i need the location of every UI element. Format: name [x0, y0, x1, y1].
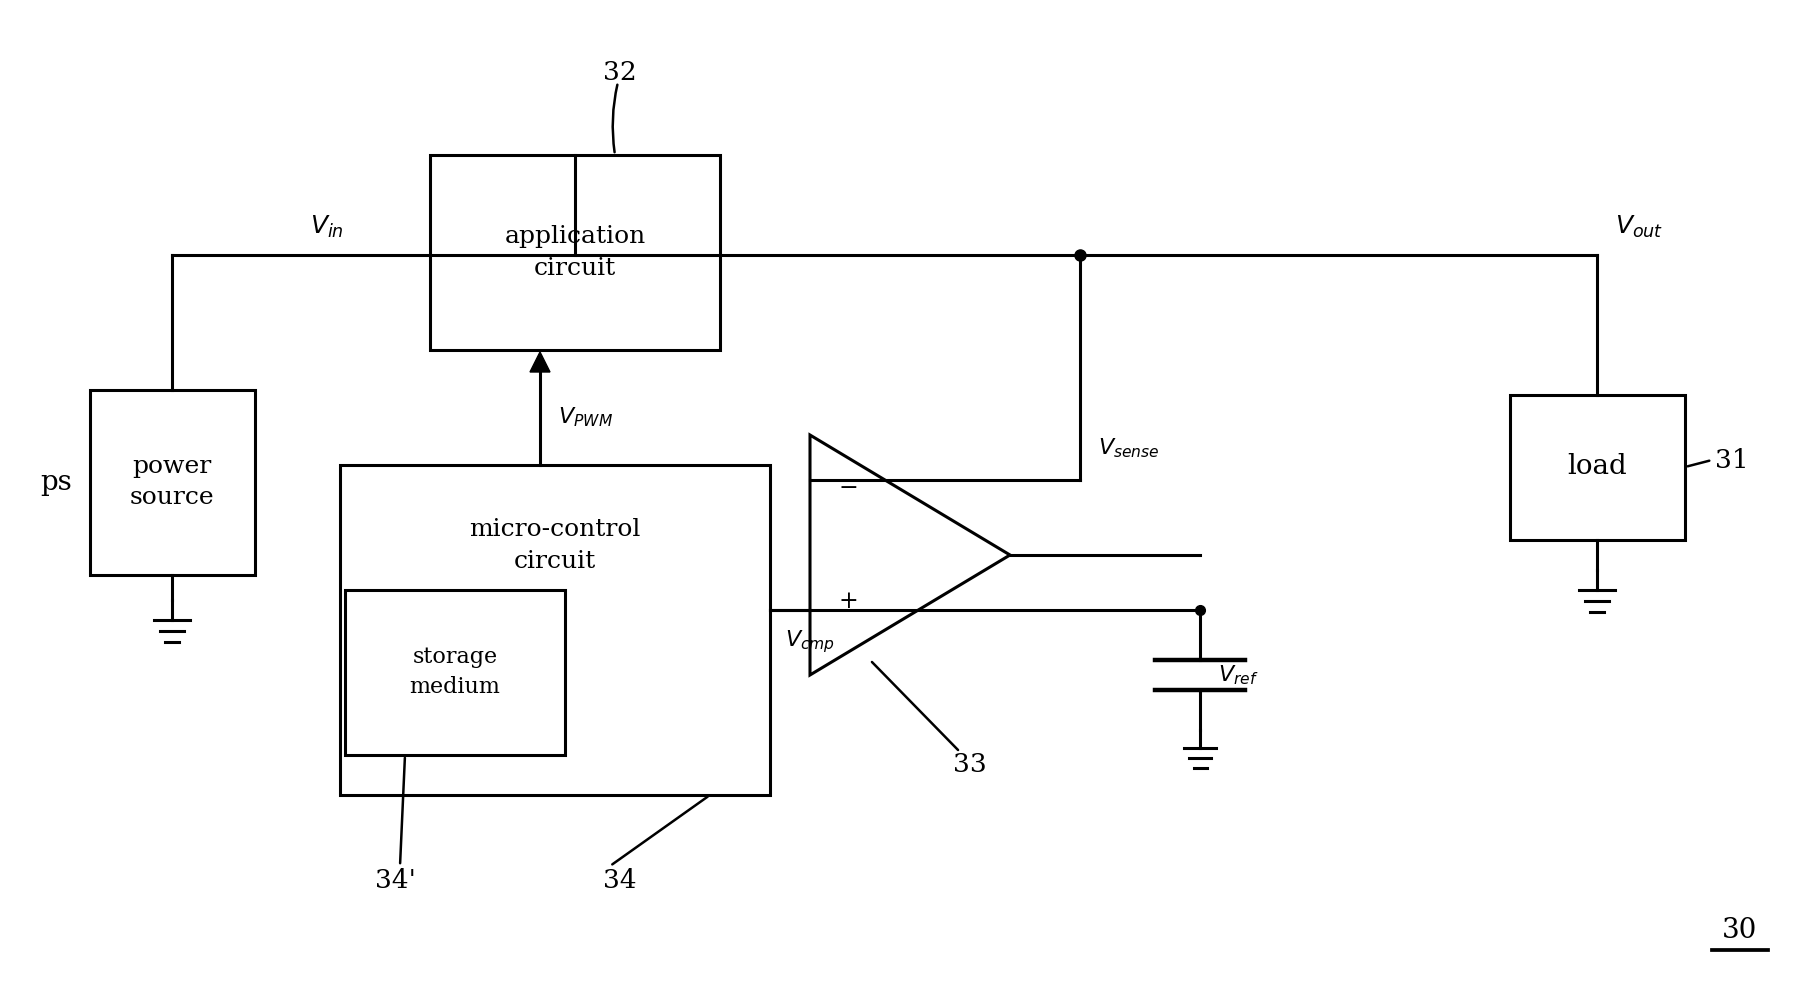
- Bar: [345, 590, 564, 755]
- Polygon shape: [530, 352, 550, 372]
- Text: 30: 30: [1721, 917, 1758, 944]
- Bar: [1509, 395, 1685, 540]
- Text: +: +: [838, 590, 858, 613]
- Text: 33: 33: [952, 753, 987, 778]
- Text: 32: 32: [602, 59, 637, 84]
- Text: power
source: power source: [129, 455, 214, 509]
- Polygon shape: [811, 435, 1010, 675]
- Text: micro-control
circuit: micro-control circuit: [470, 517, 640, 572]
- Text: ps: ps: [40, 469, 73, 496]
- Text: $V_{sense}$: $V_{sense}$: [1097, 437, 1159, 460]
- Text: −: −: [838, 477, 858, 500]
- Text: 34: 34: [604, 868, 637, 893]
- Text: storage
medium: storage medium: [410, 645, 501, 698]
- Text: $V_{PWM}$: $V_{PWM}$: [559, 405, 613, 429]
- Text: $V_{ref}$: $V_{ref}$: [1217, 663, 1259, 686]
- Text: $V_{cmp}$: $V_{cmp}$: [785, 628, 834, 654]
- Text: $V_{in}$: $V_{in}$: [310, 213, 345, 240]
- Text: 31: 31: [1714, 448, 1749, 473]
- Bar: [430, 155, 720, 350]
- Text: application
circuit: application circuit: [504, 224, 646, 280]
- Text: load: load: [1567, 454, 1627, 481]
- Bar: [91, 390, 256, 575]
- Text: 34': 34': [374, 868, 415, 893]
- Bar: [339, 465, 769, 795]
- Text: $V_{out}$: $V_{out}$: [1614, 213, 1663, 240]
